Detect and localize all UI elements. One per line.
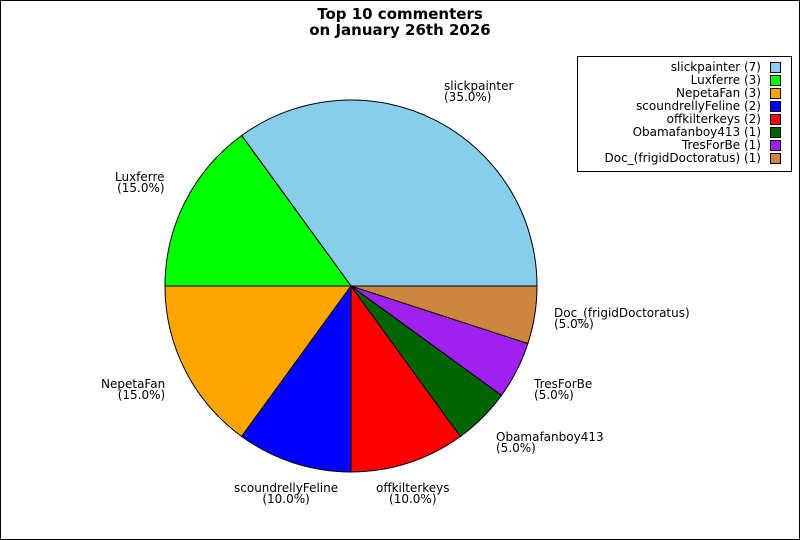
legend-label: slickpainter (7) bbox=[670, 60, 761, 74]
legend-swatch bbox=[770, 75, 781, 86]
legend-item-doc-frigiddoctoratus: Doc_(frigidDoctoratus) (1) bbox=[604, 151, 781, 165]
slice-label-percent: (10.0%) bbox=[262, 492, 310, 506]
slice-label-obamafanboy413: Obamafanboy413 (5.0%) bbox=[496, 430, 604, 455]
slice-label-name: offkilterkeys bbox=[376, 481, 450, 495]
slice-label-slickpainter: slickpainter (35.0%) bbox=[444, 79, 514, 104]
slice-label-offkilterkeys: offkilterkeys (10.0%) bbox=[376, 481, 450, 506]
slice-label-name: scoundrellyFeline bbox=[234, 481, 339, 495]
pie-slice-luxferre bbox=[164, 134, 352, 287]
chart-title-line-2: on January 26th 2026 bbox=[309, 21, 491, 39]
slice-label-nepetafan: NepetaFan (15.0%) bbox=[101, 377, 166, 402]
legend: slickpainter (7) Luxferre (3) NepetaFan (3… bbox=[577, 56, 792, 172]
legend-item-offkilterkeys: offkilterkeys (2) bbox=[667, 113, 781, 126]
slice-label-percent: (5.0%) bbox=[554, 317, 594, 331]
legend-item-luxferre: Luxferre (3) bbox=[691, 74, 781, 87]
slice-label-name: Obamafanboy413 bbox=[496, 430, 604, 444]
slice-label-percent: (15.0%) bbox=[117, 181, 165, 195]
legend-label: TresForBe (1) bbox=[681, 138, 761, 152]
slice-label-luxferre: Luxferre (15.0%) bbox=[115, 170, 165, 195]
chart-title-line-1: Top 10 commenters bbox=[317, 5, 483, 23]
legend-item-obamafanboy413: Obamafanboy413 (1) bbox=[633, 126, 781, 139]
slice-label-percent: (35.0%) bbox=[444, 90, 492, 104]
slice-label-name: Luxferre bbox=[115, 170, 165, 184]
slice-label-doc-frigiddoctoratus: Doc_(frigidDoctoratus) (5.0%) bbox=[554, 306, 690, 331]
slice-label-percent: (5.0%) bbox=[496, 441, 536, 455]
pie-slice-doc-frigiddoctoratus bbox=[350, 285, 538, 345]
legend-swatch bbox=[770, 114, 781, 125]
slice-label-percent: (10.0%) bbox=[389, 492, 437, 506]
legend-label: Doc_(frigidDoctoratus) (1) bbox=[604, 151, 762, 165]
slice-label-percent: (5.0%) bbox=[534, 388, 574, 402]
slice-label-name: NepetaFan bbox=[101, 377, 166, 391]
pie-slice-offkilterkeys bbox=[350, 284, 462, 473]
legend-swatch bbox=[770, 88, 781, 99]
pie-slice-nepetafan bbox=[164, 285, 352, 438]
legend-label: offkilterkeys (2) bbox=[666, 112, 761, 126]
legend-item-scoundrellyfeline: scoundrellyFeline (2) bbox=[636, 100, 781, 113]
legend-item-tresforbe: TresForBe (1) bbox=[682, 139, 781, 152]
legend-item-slickpainter: slickpainter (7) bbox=[671, 61, 781, 74]
legend-label: Obamafanboy413 (1) bbox=[632, 125, 761, 139]
slice-label-scoundrellyfeline: scoundrellyFeline (10.0%) bbox=[234, 481, 339, 506]
slice-label-name: TresForBe bbox=[534, 377, 593, 391]
legend-swatch bbox=[770, 62, 781, 73]
slice-label-name: Doc_(frigidDoctoratus) bbox=[554, 306, 690, 320]
legend-label: scoundrellyFeline (2) bbox=[636, 99, 761, 113]
chart-title: Top 10 commenters on January 26th 2026 bbox=[1, 6, 799, 38]
slice-label-tresforbe: TresForBe (5.0%) bbox=[534, 377, 593, 402]
legend-label: NepetaFan (3) bbox=[676, 86, 761, 100]
pie-slice-scoundrellyfeline bbox=[240, 284, 352, 473]
legend-label: Luxferre (3) bbox=[690, 73, 761, 87]
pie-slice-slickpainter bbox=[240, 99, 538, 287]
slice-label-percent: (15.0%) bbox=[117, 388, 166, 402]
legend-item-nepetafan: NepetaFan (3) bbox=[676, 87, 781, 100]
legend-swatch bbox=[770, 127, 781, 138]
legend-swatch bbox=[770, 101, 781, 112]
slice-label-name: slickpainter bbox=[444, 79, 514, 93]
legend-swatch bbox=[770, 153, 781, 164]
legend-swatch bbox=[770, 140, 781, 151]
